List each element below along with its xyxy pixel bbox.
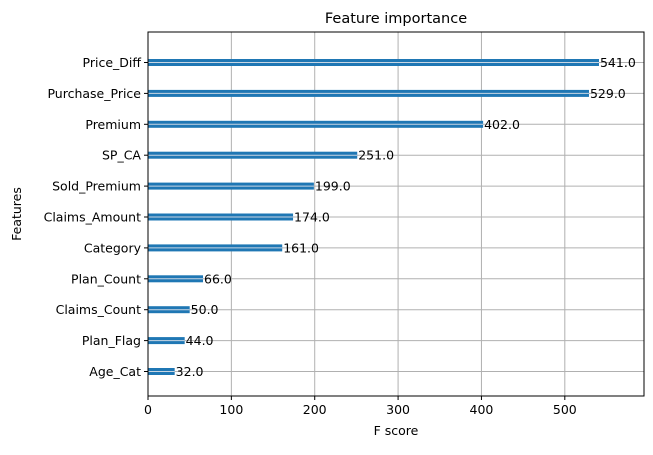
bar-value-label: 251.0 xyxy=(358,148,394,163)
bars xyxy=(148,59,599,375)
bar-value-label: 32.0 xyxy=(176,364,204,379)
x-axis-label: F score xyxy=(374,423,419,438)
bar-value-label: 402.0 xyxy=(484,117,520,132)
x-tick-label: 300 xyxy=(386,402,410,417)
y-tick-label: Plan_Flag xyxy=(82,333,141,348)
chart-title: Feature importance xyxy=(325,11,467,27)
bar-value-label: 199.0 xyxy=(315,179,351,194)
y-tick-label: Age_Cat xyxy=(89,364,141,379)
y-tick-label: SP_CA xyxy=(102,148,141,163)
x-tick-label: 100 xyxy=(219,402,243,417)
y-tick-label: Sold_Premium xyxy=(52,179,141,194)
ticks: 0 100 200 300 400 500 Price_Diff Purchase_Price… xyxy=(44,55,577,417)
y-axis-label: Features xyxy=(9,187,24,241)
bar-value-label: 44.0 xyxy=(186,333,214,348)
plot-frame xyxy=(147,31,645,397)
y-tick-label: Purchase_Price xyxy=(47,86,141,101)
y-tick-label: Category xyxy=(84,240,142,255)
x-tick-label: 200 xyxy=(303,402,327,417)
x-tick-label: 0 xyxy=(144,402,152,417)
bar-value-label: 541.0 xyxy=(600,55,636,70)
y-tick-label: Claims_Amount xyxy=(44,210,141,225)
value-labels: 541.0 529.0 402.0 251.0 199.0 174.0 161.0 66.0 5… xyxy=(176,55,636,379)
bar-value-label: 174.0 xyxy=(294,210,330,225)
y-tick-label: Claims_Count xyxy=(56,302,141,317)
x-tick-label: 400 xyxy=(470,402,494,417)
y-tick-label: Premium xyxy=(85,117,141,132)
bar-value-label: 529.0 xyxy=(590,86,626,101)
bar-value-label: 66.0 xyxy=(204,271,232,286)
y-tick-label: Price_Diff xyxy=(83,55,142,70)
bar-value-label: 161.0 xyxy=(283,240,319,255)
y-tick-label: Plan_Count xyxy=(71,271,141,286)
bar-value-label: 50.0 xyxy=(191,302,219,317)
x-tick-label: 500 xyxy=(553,402,577,417)
